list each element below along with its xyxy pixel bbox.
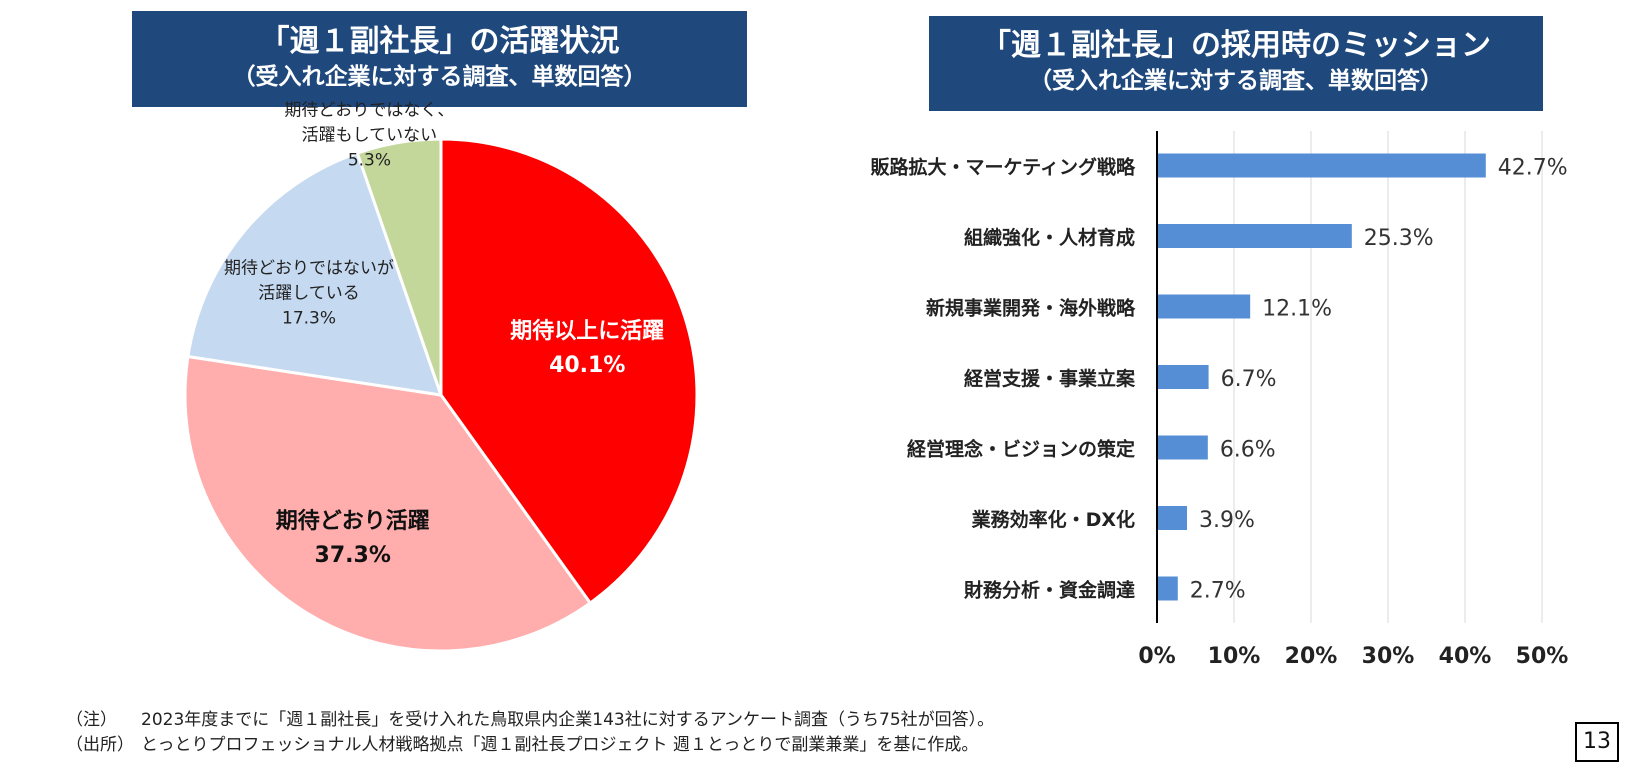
category-label: 販路拡大・マーケティング戦略 [871, 156, 1136, 179]
pie-slice-label: 期待どおり活躍 [276, 508, 430, 534]
bar-value-label: 2.7% [1190, 579, 1246, 604]
pie-slice-label: 活躍している [258, 283, 360, 303]
pie-slice-label: 活躍もしていない [302, 126, 438, 146]
page-number: 13 [1575, 722, 1619, 762]
bar-chart: 0% 10% 20% 30% 40% 50% 販路拡大・マーケティング戦略 42.7% 組織強化… [871, 131, 1569, 669]
bar-value-label: 25.3% [1364, 226, 1434, 251]
footnotes: （注） 2023年度までに「週１副社長」を受け入れた鳥取県内企業143社に対するア… [66, 708, 994, 758]
category-label: 財務分析・資金調達 [964, 579, 1135, 602]
bar [1157, 365, 1209, 389]
pie-slice [183, 354, 593, 653]
bar-value-label: 6.7% [1221, 367, 1277, 392]
x-tick-label: 20% [1285, 644, 1338, 669]
footnote-text: とっとりプロフェッショナル人材戦略拠点「週１副社長プロジェクト 週１とっとりで副… [141, 735, 979, 755]
bar [1157, 435, 1208, 460]
category-label: 新規事業開発・海外戦略 [926, 297, 1136, 320]
pie-slice-label: 期待以上に活躍 [510, 318, 664, 344]
x-tick-label: 40% [1439, 644, 1492, 669]
x-tick-label: 10% [1208, 644, 1261, 669]
footnote-note: （注） 2023年度までに「週１副社長」を受け入れた鳥取県内企業143社に対するア… [66, 708, 994, 733]
footnote-text: 2023年度までに「週１副社長」を受け入れた鳥取県内企業143社に対するアンケー… [141, 710, 995, 730]
bar-value-label: 12.1% [1262, 297, 1332, 322]
pie-slice [355, 137, 443, 396]
x-tick-label: 50% [1516, 644, 1569, 669]
bar [1157, 506, 1188, 530]
x-tick-label: 0% [1138, 644, 1175, 669]
bar-value-label: 3.9% [1199, 508, 1255, 533]
bar-value-label: 6.6% [1220, 438, 1276, 463]
pie-slice-label: 期待どおりではなく、 [284, 101, 454, 121]
bar-chart-subtitle: （受入れ企業に対する調査、単数回答） [1029, 68, 1443, 94]
footnote-source: （出所） とっとりプロフェッショナル人材戦略拠点「週１副社長プロジェクト 週１とっ… [66, 733, 994, 758]
footnote-tag: （出所） [66, 735, 134, 755]
category-label: 組織強化・人材育成 [964, 226, 1135, 249]
bar-chart-title: 「週１副社長」の採用時のミッション [981, 28, 1491, 63]
pie-chart-title-box: 「週１副社長」の活躍状況 （受入れ企業に対する調査、単数回答） [132, 11, 747, 107]
x-tick-label: 30% [1362, 644, 1415, 669]
category-label: 経営理念・ビジョンの策定 [907, 438, 1135, 461]
category-label: 経営支援・事業立案 [964, 367, 1136, 390]
pie-chart: 期待以上に活躍 40.1% 期待どおり活躍 37.3% 期待どおりではないが活躍している… [183, 101, 699, 653]
bar [1157, 153, 1486, 178]
pie-slice-value: 5.3% [348, 151, 391, 171]
pie-slice [439, 137, 699, 606]
category-label: 業務効率化・DX化 [971, 508, 1135, 531]
pie-chart-title: 「週１副社長」の活躍状況 [259, 24, 620, 59]
pie-slice-value: 37.3% [315, 543, 391, 568]
pie-slice-value: 40.1% [549, 353, 625, 378]
bar [1157, 294, 1251, 319]
pie-chart-subtitle: （受入れ企業に対する調査、単数回答） [232, 64, 647, 90]
footnote-tag: （注） [66, 710, 117, 730]
bar [1157, 576, 1178, 601]
bar-value-label: 42.7% [1498, 156, 1568, 181]
pie-slice-value: 17.3% [282, 308, 336, 328]
bar-chart-title-box: 「週１副社長」の採用時のミッション （受入れ企業に対する調査、単数回答） [929, 16, 1543, 111]
bar [1157, 224, 1352, 248]
pie-slice-label: 期待どおりではないが [224, 258, 394, 278]
